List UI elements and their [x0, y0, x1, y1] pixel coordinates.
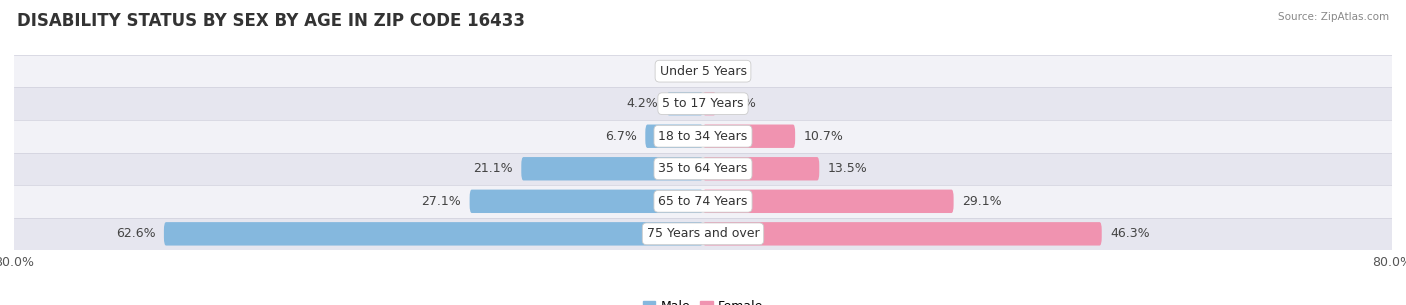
Bar	[14, 185, 1392, 217]
FancyBboxPatch shape	[522, 157, 703, 181]
Bar	[14, 152, 1392, 185]
FancyBboxPatch shape	[666, 92, 703, 115]
Text: 62.6%: 62.6%	[115, 227, 155, 240]
Bar	[14, 217, 1392, 250]
Text: 27.1%: 27.1%	[422, 195, 461, 208]
Text: 6.7%: 6.7%	[605, 130, 637, 143]
Text: 29.1%: 29.1%	[962, 195, 1002, 208]
Text: 35 to 64 Years: 35 to 64 Years	[658, 162, 748, 175]
FancyBboxPatch shape	[703, 222, 1102, 246]
Bar	[14, 120, 1392, 152]
Text: 65 to 74 Years: 65 to 74 Years	[658, 195, 748, 208]
Text: Source: ZipAtlas.com: Source: ZipAtlas.com	[1278, 12, 1389, 22]
Bar	[14, 55, 1392, 88]
FancyBboxPatch shape	[703, 157, 820, 181]
FancyBboxPatch shape	[470, 190, 703, 213]
Text: 46.3%: 46.3%	[1111, 227, 1150, 240]
Text: 0.0%: 0.0%	[662, 65, 695, 78]
Text: 1.5%: 1.5%	[724, 97, 756, 110]
FancyBboxPatch shape	[165, 222, 703, 246]
Text: 4.2%: 4.2%	[627, 97, 658, 110]
Text: 10.7%: 10.7%	[804, 130, 844, 143]
FancyBboxPatch shape	[645, 124, 703, 148]
Legend: Male, Female: Male, Female	[638, 295, 768, 305]
Text: 13.5%: 13.5%	[828, 162, 868, 175]
Text: 18 to 34 Years: 18 to 34 Years	[658, 130, 748, 143]
Text: DISABILITY STATUS BY SEX BY AGE IN ZIP CODE 16433: DISABILITY STATUS BY SEX BY AGE IN ZIP C…	[17, 12, 524, 30]
FancyBboxPatch shape	[703, 124, 796, 148]
Text: 75 Years and over: 75 Years and over	[647, 227, 759, 240]
Text: 21.1%: 21.1%	[472, 162, 513, 175]
Text: Under 5 Years: Under 5 Years	[659, 65, 747, 78]
FancyBboxPatch shape	[703, 190, 953, 213]
FancyBboxPatch shape	[703, 92, 716, 115]
Bar	[14, 88, 1392, 120]
Text: 5 to 17 Years: 5 to 17 Years	[662, 97, 744, 110]
Text: 0.0%: 0.0%	[711, 65, 744, 78]
